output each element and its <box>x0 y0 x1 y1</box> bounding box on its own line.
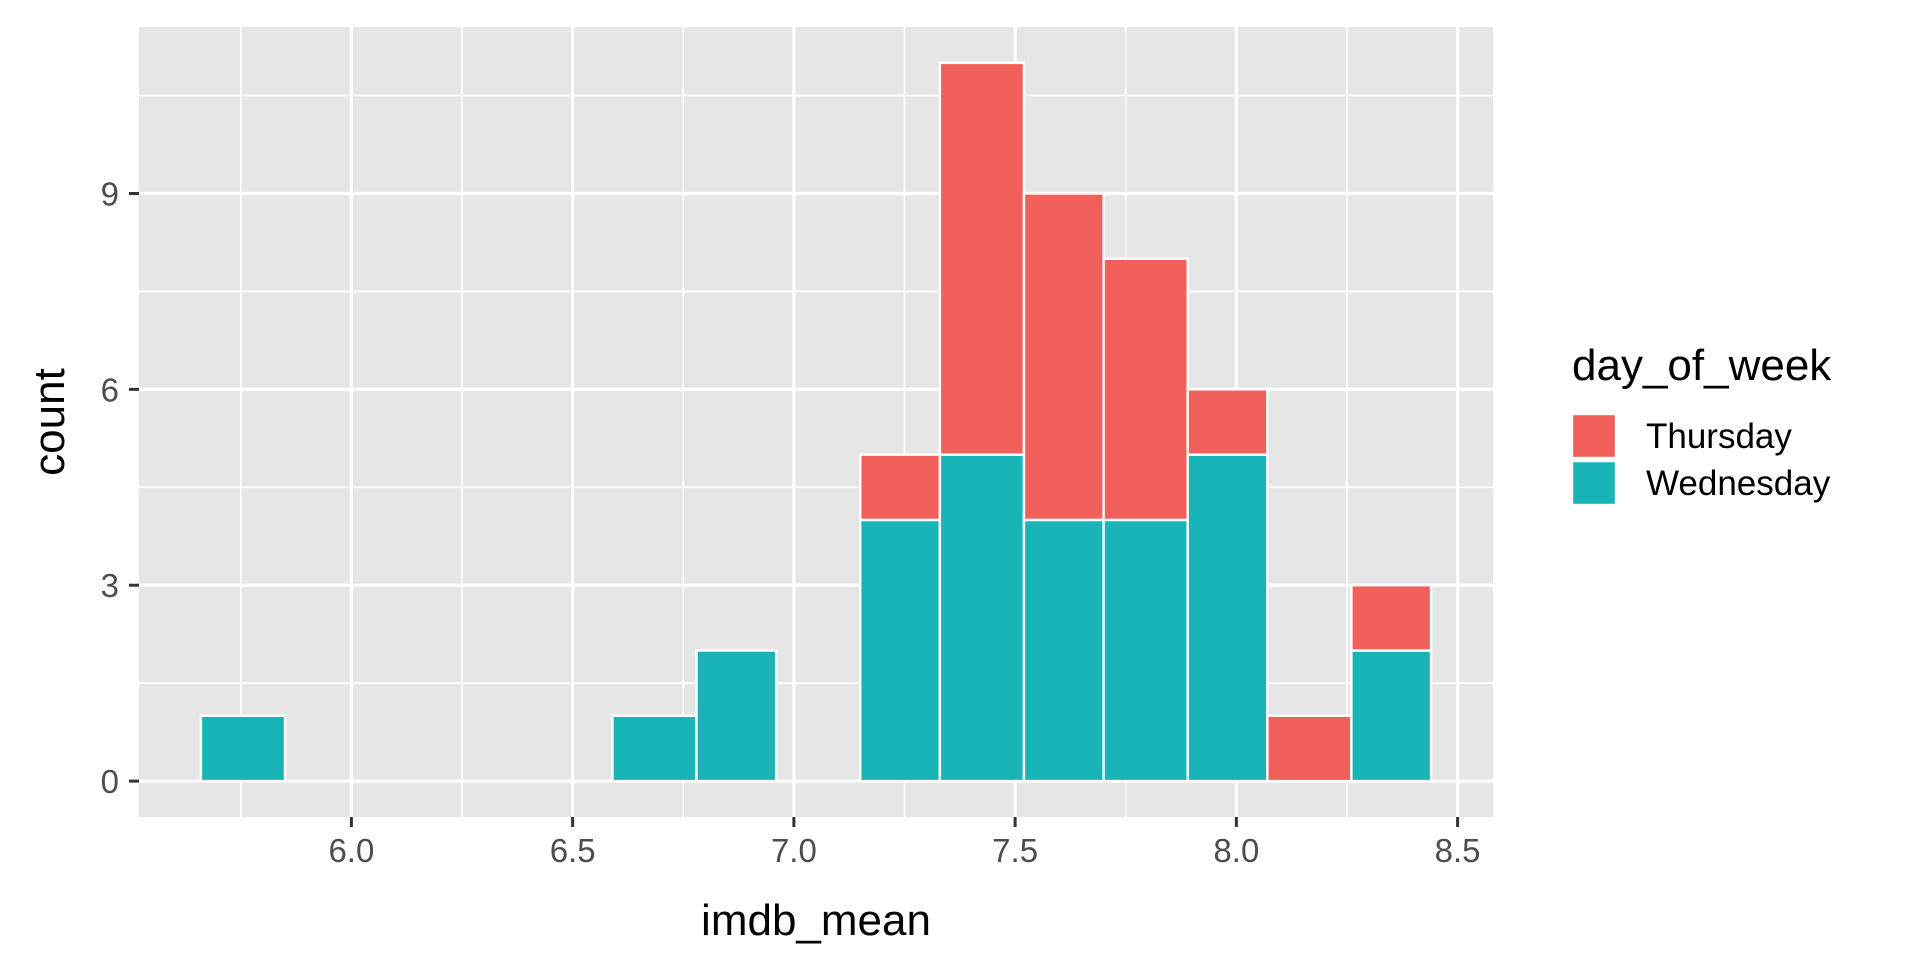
bar-thursday <box>1350 584 1433 652</box>
legend: day_of_week Thursday Wednesday <box>1570 341 1832 507</box>
bar-wednesday <box>1022 518 1105 783</box>
bars-layer <box>199 61 1433 783</box>
bar-wednesday <box>1102 518 1189 783</box>
x-tick-label: 7.0 <box>771 832 817 869</box>
x-tick-label: 8.0 <box>1213 832 1259 869</box>
legend-label-thursday: Thursday <box>1646 417 1792 456</box>
x-axis-title: imdb_mean <box>701 896 931 945</box>
legend-title: day_of_week <box>1572 341 1832 390</box>
bar-thursday <box>1266 714 1353 783</box>
axis-ticks <box>129 191 1460 827</box>
legend-label-wednesday: Wednesday <box>1646 464 1831 503</box>
bar-thursday <box>859 453 942 522</box>
y-tick-label: 0 <box>101 763 119 800</box>
bar-thursday <box>1102 257 1189 522</box>
bar-wednesday <box>695 649 778 783</box>
legend-key-wednesday <box>1570 459 1618 507</box>
legend-items: Thursday Wednesday <box>1570 412 1831 507</box>
bar-wednesday <box>1350 649 1433 783</box>
bar-thursday <box>1022 192 1105 522</box>
x-tick-label: 7.5 <box>992 832 1038 869</box>
bar-thursday <box>938 61 1026 456</box>
bar-wednesday <box>199 714 287 783</box>
bar-wednesday <box>1186 453 1269 783</box>
plot-panel <box>139 27 1493 817</box>
tick-labels: 6.0 6.5 7.0 7.5 8.0 8.5 0 3 6 9 <box>101 175 1481 869</box>
x-tick-label: 6.5 <box>550 832 596 869</box>
y-tick-label: 3 <box>101 567 119 604</box>
bar-thursday <box>1186 388 1269 456</box>
y-axis-title: count <box>25 368 74 476</box>
bar-wednesday <box>859 518 942 783</box>
x-tick-label: 8.5 <box>1435 832 1481 869</box>
y-tick-label: 6 <box>101 371 119 408</box>
x-tick-label: 6.0 <box>328 832 374 869</box>
bar-wednesday <box>938 453 1026 783</box>
legend-key-thursday <box>1570 412 1618 460</box>
y-tick-label: 9 <box>101 175 119 212</box>
bar-wednesday <box>611 714 698 783</box>
